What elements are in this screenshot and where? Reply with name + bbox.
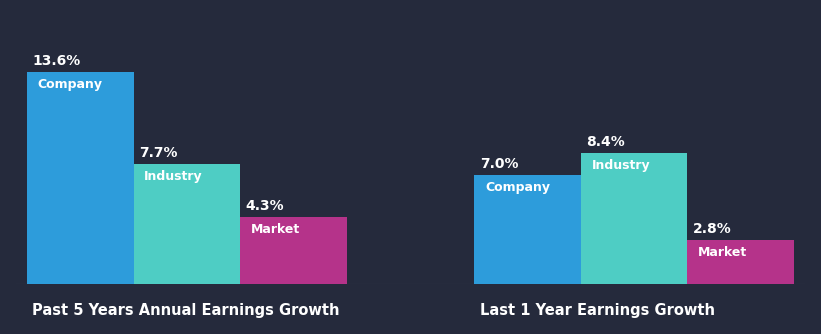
Text: Company: Company: [485, 181, 550, 194]
Bar: [581, 153, 687, 284]
Text: Company: Company: [38, 78, 103, 91]
Text: 8.4%: 8.4%: [586, 135, 625, 149]
Bar: [134, 164, 240, 284]
Text: 2.8%: 2.8%: [693, 222, 732, 236]
Text: 13.6%: 13.6%: [32, 54, 80, 68]
Text: 7.0%: 7.0%: [479, 157, 518, 171]
Text: Past 5 Years Annual Earnings Growth: Past 5 Years Annual Earnings Growth: [32, 303, 340, 318]
Text: 7.7%: 7.7%: [139, 146, 177, 160]
Text: Last 1 Year Earnings Growth: Last 1 Year Earnings Growth: [479, 303, 715, 318]
Bar: [240, 217, 346, 284]
Bar: [27, 72, 134, 284]
Text: Market: Market: [250, 223, 300, 236]
Bar: [475, 175, 581, 284]
Text: Market: Market: [698, 246, 747, 260]
Text: Industry: Industry: [144, 170, 203, 183]
Bar: [687, 240, 794, 284]
Text: 4.3%: 4.3%: [245, 199, 284, 213]
Text: Industry: Industry: [592, 159, 650, 172]
